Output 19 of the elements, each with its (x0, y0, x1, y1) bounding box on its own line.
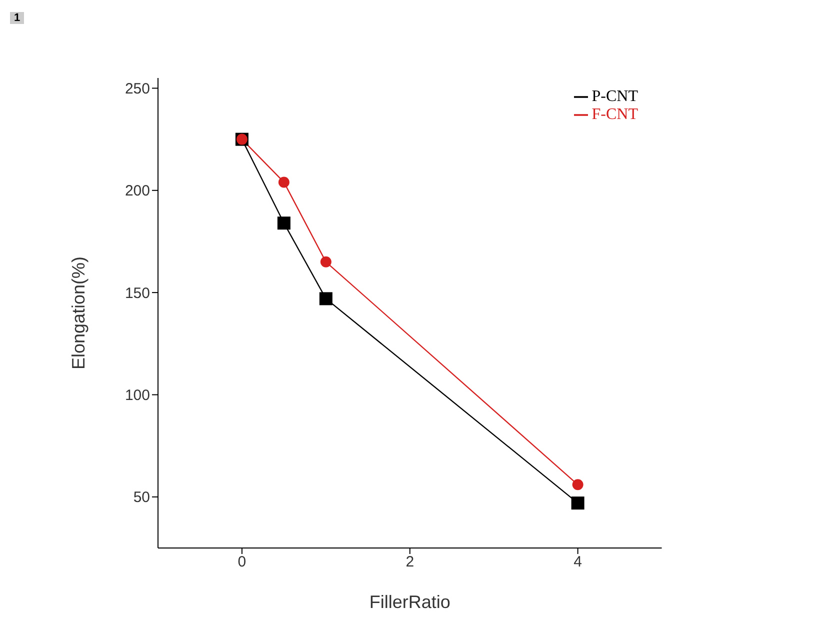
y-tick-label: 200 (124, 182, 150, 200)
x-tick-label: 2 (406, 554, 414, 571)
point (278, 176, 290, 188)
point (572, 479, 584, 490)
y-tick-label: 150 (124, 284, 150, 302)
point (277, 216, 290, 230)
point (319, 292, 332, 306)
y-tick-label: 50 (133, 489, 150, 506)
legend-label: F-CNT (592, 106, 638, 123)
point (571, 496, 584, 510)
text: 1 (10, 12, 24, 24)
y-tick-label: 250 (124, 80, 150, 98)
point (320, 256, 332, 268)
x-axis-title: FillerRatio (369, 592, 450, 612)
x-tick-label: 0 (238, 554, 246, 571)
y-axis-title: Elongation(%) (68, 256, 88, 370)
x-tick-label: 4 (574, 554, 582, 571)
legend-label: P-CNT (592, 88, 638, 105)
y-tick-label: 100 (124, 387, 150, 404)
